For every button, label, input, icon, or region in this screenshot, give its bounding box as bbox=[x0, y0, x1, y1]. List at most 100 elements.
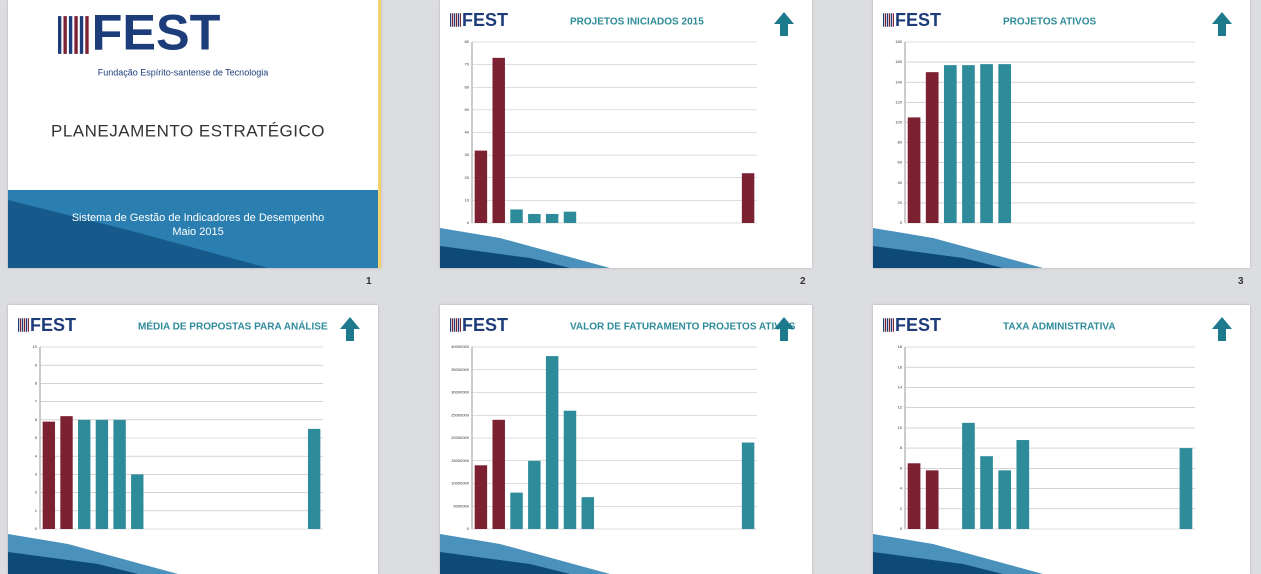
foundation: Fundação Espírito-santense de Tecnologia bbox=[98, 67, 268, 77]
chart-title: MÉDIA DE PROPOSTAS PARA ANÁLISE bbox=[138, 320, 328, 333]
up-arrow-icon bbox=[774, 317, 794, 341]
y-tick-label: 60 bbox=[898, 160, 903, 165]
logo: FEST bbox=[895, 315, 941, 335]
bar bbox=[742, 173, 754, 223]
slide-title: PLANEJAMENTO ESTRATÉGICO bbox=[51, 121, 325, 140]
y-tick-label: 20000000 bbox=[451, 435, 470, 440]
y-tick-label: 15000000 bbox=[451, 458, 470, 463]
bar bbox=[564, 212, 576, 223]
bar bbox=[998, 470, 1011, 529]
y-tick-label: 12 bbox=[898, 405, 903, 410]
y-tick-label: 16 bbox=[898, 364, 903, 369]
bar bbox=[43, 422, 55, 529]
bar bbox=[492, 420, 504, 529]
bar bbox=[510, 493, 522, 529]
logo-stripe bbox=[456, 13, 457, 27]
logo: FEST bbox=[462, 315, 508, 335]
logo-stripe bbox=[452, 13, 453, 27]
slide: FESTVALOR DE FATURAMENTO PROJETOS ATIVOS… bbox=[440, 305, 812, 574]
logo-stripe bbox=[69, 16, 72, 54]
bar bbox=[926, 470, 939, 529]
logo-stripe bbox=[887, 318, 888, 332]
logo-stripe bbox=[80, 16, 83, 54]
bar bbox=[510, 209, 522, 223]
bar bbox=[980, 64, 993, 223]
bar bbox=[475, 151, 487, 223]
logo-stripe bbox=[458, 13, 459, 27]
logo-stripe bbox=[450, 13, 451, 27]
slide-number: 3 bbox=[1238, 276, 1244, 287]
y-tick-label: 50 bbox=[465, 107, 470, 112]
slide-number: 1 bbox=[366, 276, 372, 287]
logo: FEST bbox=[30, 315, 76, 335]
y-tick-label: 140 bbox=[895, 79, 902, 84]
logo-stripe bbox=[63, 16, 66, 54]
logo-stripe bbox=[58, 16, 61, 54]
y-tick-label: 10 bbox=[465, 197, 470, 202]
y-tick-label: 30000000 bbox=[451, 390, 470, 395]
logo: FEST bbox=[462, 10, 508, 30]
bar bbox=[944, 65, 957, 223]
bar bbox=[528, 214, 540, 223]
y-tick-label: 20 bbox=[465, 175, 470, 180]
y-tick-label: 100 bbox=[895, 120, 902, 125]
y-tick-label: 9 bbox=[35, 362, 38, 367]
up-arrow-icon bbox=[1212, 317, 1232, 341]
chart-title: PROJETOS INICIADOS 2015 bbox=[570, 17, 704, 28]
date: Maio 2015 bbox=[172, 226, 223, 238]
logo-stripe bbox=[889, 13, 890, 27]
y-tick-label: 80 bbox=[898, 140, 903, 145]
logo-stripe bbox=[460, 318, 461, 332]
logo-stripe bbox=[460, 13, 461, 27]
bar bbox=[492, 58, 504, 223]
bar bbox=[962, 65, 975, 223]
logo-stripe bbox=[889, 318, 890, 332]
bar bbox=[582, 497, 594, 529]
logo-stripe bbox=[28, 318, 29, 332]
bar bbox=[926, 72, 939, 223]
bar bbox=[546, 356, 558, 529]
bar bbox=[308, 429, 320, 529]
y-tick-label: 8 bbox=[35, 380, 38, 385]
bar bbox=[564, 411, 576, 529]
y-tick-label: 10 bbox=[33, 344, 38, 349]
y-tick-label: 3 bbox=[35, 471, 38, 476]
y-tick-label: 0 bbox=[900, 220, 903, 225]
bar bbox=[113, 420, 125, 529]
slide: FESTMÉDIA DE PROPOSTAS PARA ANÁLISE01234… bbox=[8, 305, 378, 574]
y-tick-label: 14 bbox=[898, 385, 903, 390]
logo-stripe bbox=[885, 13, 886, 27]
y-tick-label: 10 bbox=[898, 425, 903, 430]
logo-stripe bbox=[20, 318, 21, 332]
y-tick-label: 0 bbox=[35, 526, 38, 531]
logo-stripe bbox=[18, 318, 19, 332]
y-tick-label: 4 bbox=[900, 486, 903, 491]
logo-stripe bbox=[883, 318, 884, 332]
y-tick-label: 40 bbox=[465, 130, 470, 135]
y-tick-label: 5 bbox=[35, 435, 38, 440]
logo: FEST bbox=[895, 10, 941, 30]
bar bbox=[78, 420, 90, 529]
logo-stripe bbox=[893, 13, 894, 27]
y-tick-label: 6 bbox=[35, 417, 38, 422]
bar bbox=[908, 463, 921, 529]
logo-stripe bbox=[891, 13, 892, 27]
y-tick-label: 35000000 bbox=[451, 367, 470, 372]
logo-stripe bbox=[85, 16, 88, 54]
bar bbox=[1016, 440, 1029, 529]
logo-stripe bbox=[883, 13, 884, 27]
slide: FESTTAXA ADMINISTRATIVA024681012141618 bbox=[873, 305, 1250, 574]
y-tick-label: 6 bbox=[900, 465, 903, 470]
logo-stripe bbox=[454, 13, 455, 27]
y-tick-label: 70 bbox=[465, 62, 470, 67]
y-tick-label: 180 bbox=[895, 39, 902, 44]
y-tick-label: 7 bbox=[35, 399, 38, 404]
